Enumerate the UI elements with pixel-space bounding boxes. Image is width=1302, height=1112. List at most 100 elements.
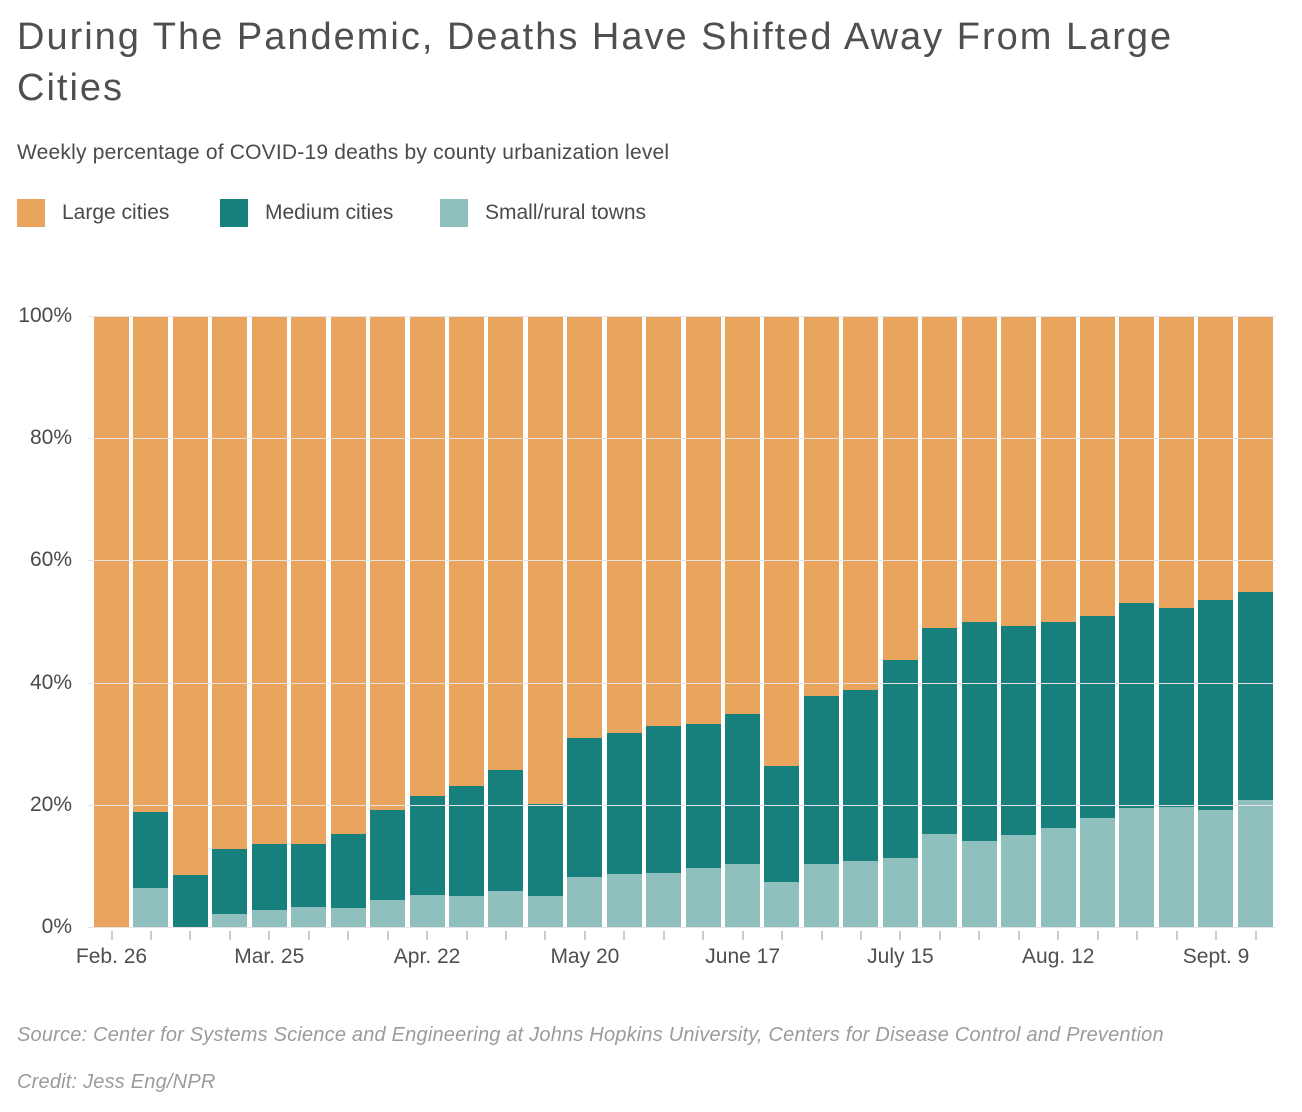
segment-large-cities: [922, 316, 958, 629]
legend-label: Small/rural towns: [485, 201, 647, 224]
x-axis-tick-label: May 20: [550, 945, 620, 968]
x-axis-tick: [307, 931, 310, 940]
segment-large-cities: [882, 316, 918, 660]
segment-large-cities: [330, 316, 366, 835]
bar-week-25: [1040, 316, 1076, 927]
chart-subtitle: Weekly percentage of COVID-19 deaths by …: [17, 141, 670, 164]
segment-large-cities: [448, 316, 484, 786]
bar-week-20: [843, 316, 879, 927]
segment-large-cities: [527, 316, 563, 805]
segment-medium-cities: [1158, 608, 1194, 808]
segment-large-cities: [1198, 316, 1234, 601]
bar-week-1: [94, 316, 129, 927]
segment-medium-cities: [409, 796, 445, 896]
segment-large-cities: [1079, 316, 1115, 616]
bar-week-27: [1119, 316, 1155, 927]
segment-medium-cities: [527, 804, 563, 897]
y-axis: 100% 80% 60% 40% 20% 0%: [0, 304, 72, 938]
x-axis-tick: [1017, 931, 1020, 940]
segment-large-cities: [1158, 316, 1194, 609]
x-axis-tick: [544, 931, 547, 940]
segment-small-rural-towns: [1119, 808, 1155, 927]
segment-small-rural-towns: [1158, 807, 1194, 927]
segment-small-rural-towns: [882, 857, 918, 927]
segment-small-rural-towns: [606, 873, 642, 927]
segment-large-cities: [172, 316, 208, 876]
y-axis-tick-label: 40%: [29, 670, 72, 694]
segment-medium-cities: [843, 689, 879, 861]
x-axis-tick: [978, 931, 981, 940]
x-axis-tick: [189, 931, 192, 940]
segment-large-cities: [94, 316, 129, 927]
segment-large-cities: [1119, 316, 1155, 603]
x-axis-tick: [938, 931, 941, 940]
segment-medium-cities: [291, 843, 327, 907]
bar-week-30: [1237, 316, 1273, 927]
y-axis-tick-label: 100%: [18, 304, 72, 327]
segment-large-cities: [488, 316, 524, 770]
bar-week-18: [764, 316, 800, 927]
segment-medium-cities: [330, 834, 366, 909]
segment-small-rural-towns: [1198, 810, 1234, 927]
segment-medium-cities: [212, 849, 248, 914]
x-axis-tick: [228, 931, 231, 940]
segment-medium-cities: [922, 628, 958, 835]
segment-small-rural-towns: [1237, 799, 1273, 927]
segment-large-cities: [212, 316, 248, 850]
bar-week-15: [646, 316, 682, 927]
segment-medium-cities: [685, 724, 721, 869]
segment-small-rural-towns: [764, 881, 800, 927]
x-axis-tick: [781, 931, 784, 940]
segment-small-rural-towns: [567, 877, 603, 927]
x-axis-tick: [860, 931, 863, 940]
x-axis-tick: [583, 931, 586, 940]
bar-week-13: [567, 316, 603, 927]
x-axis-tick: [347, 931, 350, 940]
x-axis-tick: [465, 931, 468, 940]
bar-week-11: [488, 316, 524, 927]
segment-medium-cities: [251, 843, 287, 911]
segment-large-cities: [843, 316, 879, 690]
segment-medium-cities: [448, 785, 484, 896]
y-axis-tick-label: 60%: [29, 548, 72, 572]
x-axis-tick: [623, 931, 626, 940]
x-axis-tick: [1096, 931, 1099, 940]
bar-week-22: [922, 316, 958, 927]
bars: [94, 316, 1273, 927]
segment-medium-cities: [1198, 600, 1234, 811]
segment-small-rural-towns: [685, 868, 721, 927]
stacked-bar-chart: 100% 80% 60% 40% 20% 0% Feb. 26 Mar. 25 Apr. 22…: [0, 304, 1302, 976]
segment-small-rural-towns: [1001, 835, 1037, 927]
segment-large-cities: [409, 316, 445, 797]
x-axis-tick: [702, 931, 705, 940]
bar-week-26: [1079, 316, 1115, 927]
x-axis-tick-label: June 17: [705, 945, 781, 968]
source-note: Source: Center for Systems Science and E…: [17, 1024, 1164, 1046]
segment-medium-cities: [1079, 616, 1115, 819]
x-axis-tick: [1057, 931, 1060, 940]
segment-large-cities: [685, 316, 721, 725]
page-title: During The Pandemic, Deaths Have Shifted…: [17, 16, 1174, 109]
segment-medium-cities: [370, 810, 406, 900]
bar-week-24: [1001, 316, 1037, 927]
x-axis-tick: [1136, 931, 1139, 940]
segment-medium-cities: [803, 696, 839, 865]
legend-swatch-large-cities-icon: [17, 199, 45, 227]
x-axis-tick: [504, 931, 507, 940]
segment-large-cities: [725, 316, 760, 714]
segment-small-rural-towns: [843, 861, 879, 927]
gridline: [88, 438, 1275, 440]
segment-small-rural-towns: [961, 841, 997, 927]
segment-small-rural-towns: [133, 887, 169, 927]
bar-week-12: [527, 316, 563, 927]
bar-week-5: [251, 316, 287, 927]
segment-large-cities: [606, 316, 642, 734]
segment-large-cities: [1040, 316, 1076, 623]
bar-week-14: [606, 316, 642, 927]
legend-item-small-rural-towns: Small/rural towns: [440, 199, 646, 227]
gridline: [88, 316, 1275, 317]
plot-area: Feb. 26 Mar. 25 Apr. 22 May 20 June 17 July 1…: [76, 316, 1275, 968]
bar-week-16: [685, 316, 721, 927]
x-axis-tick: [110, 931, 113, 940]
segment-large-cities: [764, 316, 800, 767]
